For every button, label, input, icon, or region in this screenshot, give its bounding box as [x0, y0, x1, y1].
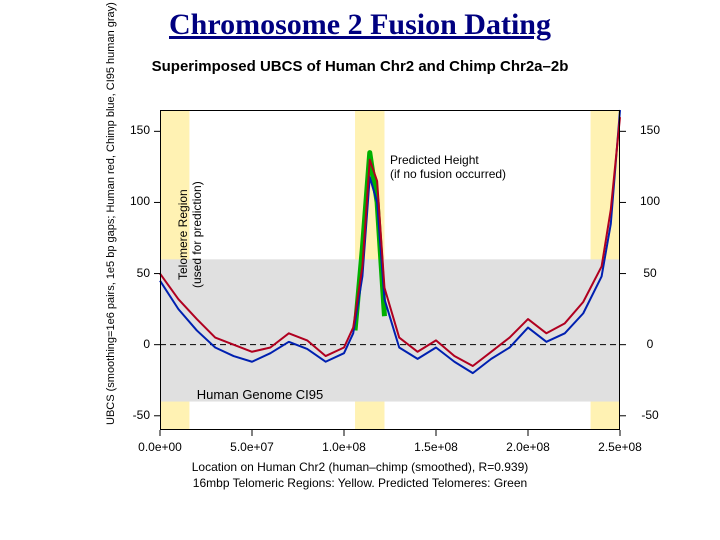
x-tick-label: 2.5e+08 [585, 440, 655, 454]
predicted-label: (if no fusion occurred) [390, 167, 506, 181]
ci95-label: Human Genome CI95 [197, 387, 323, 402]
y-right-tick-label: -50 [630, 408, 670, 422]
x-axis-label-line2: 16mbp Telomeric Regions: Yellow. Predict… [0, 476, 720, 490]
x-axis-label-line1: Location on Human Chr2 (human–chimp (smo… [0, 460, 720, 474]
y-left-tick-label: 150 [110, 123, 150, 137]
x-tick-label: 0.0e+00 [125, 440, 195, 454]
y-right-tick-label: 100 [630, 194, 670, 208]
y-right-tick-label: 0 [630, 337, 670, 351]
y-right-tick-label: 150 [630, 123, 670, 137]
x-tick-label: 1.5e+08 [401, 440, 471, 454]
y-axis-label-left: UBCS (smoothing=1e6 pairs, 1e5 bp gaps; … [105, 2, 117, 425]
y-left-tick-label: 100 [110, 194, 150, 208]
y-right-tick-label: 50 [630, 266, 670, 280]
y-left-tick-label: 50 [110, 266, 150, 280]
x-tick-label: 2.0e+08 [493, 440, 563, 454]
y-left-tick-label: 0 [110, 337, 150, 351]
predicted-label: Predicted Height [390, 153, 479, 167]
telomere-region-label: Telomere Region(used for prediction) [176, 181, 204, 288]
x-tick-label: 1.0e+08 [309, 440, 379, 454]
x-tick-label: 5.0e+07 [217, 440, 287, 454]
y-left-tick-label: -50 [110, 408, 150, 422]
